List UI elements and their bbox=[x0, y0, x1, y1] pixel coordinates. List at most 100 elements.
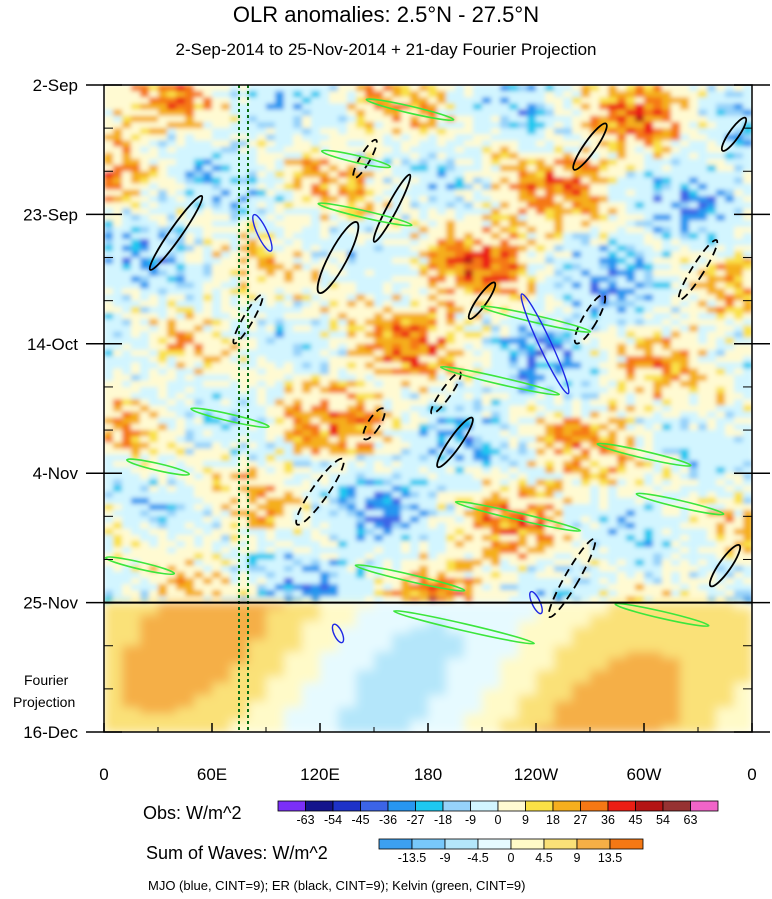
obs-cell bbox=[176, 368, 186, 376]
obs-cell bbox=[707, 226, 717, 234]
obs-cell bbox=[419, 257, 429, 265]
obs-cell bbox=[500, 152, 510, 160]
obs-cell bbox=[599, 103, 609, 111]
obs-cell bbox=[473, 276, 483, 283]
obs-cell bbox=[311, 103, 321, 111]
obs-cell bbox=[617, 423, 627, 431]
obs-cell bbox=[284, 165, 294, 173]
obs-cell bbox=[266, 405, 276, 413]
obs-cell bbox=[221, 171, 231, 179]
obs-cell bbox=[320, 300, 330, 308]
obs-cell bbox=[482, 504, 492, 511]
obs-cell bbox=[545, 460, 555, 468]
obs-cell bbox=[671, 467, 681, 474]
obs-cell bbox=[572, 491, 582, 499]
obs-cell bbox=[185, 312, 195, 320]
obs-cell bbox=[509, 171, 519, 179]
obs-cell bbox=[428, 442, 438, 450]
obs-cell bbox=[347, 343, 357, 351]
obs-cell bbox=[113, 374, 123, 382]
obs-cell bbox=[113, 195, 123, 203]
obs-cell bbox=[302, 257, 312, 265]
obs-cell bbox=[311, 146, 321, 154]
obs-cell bbox=[491, 134, 501, 142]
obs-cell bbox=[293, 171, 303, 179]
obs-cell bbox=[653, 430, 663, 438]
obs-cell bbox=[419, 134, 429, 142]
obs-cell bbox=[122, 436, 132, 444]
obs-cell bbox=[338, 121, 348, 129]
obs-cell bbox=[176, 312, 186, 320]
obs-cell bbox=[248, 183, 258, 191]
obs-cell bbox=[500, 436, 510, 444]
obs-cell bbox=[338, 356, 348, 364]
obs-cell bbox=[167, 306, 177, 314]
obs-cell bbox=[725, 399, 735, 407]
obs-cell bbox=[176, 276, 186, 283]
obs-cell bbox=[320, 109, 330, 117]
obs-cell bbox=[626, 343, 636, 351]
obs-cell bbox=[680, 282, 690, 290]
obs-cell bbox=[338, 337, 348, 345]
obs-cell bbox=[401, 220, 411, 228]
obs-cell bbox=[419, 128, 429, 136]
obs-cell bbox=[707, 454, 717, 462]
obs-cell bbox=[230, 103, 240, 111]
obs-cell bbox=[500, 504, 510, 511]
obs-cell bbox=[185, 276, 195, 283]
obs-cell bbox=[725, 337, 735, 345]
obs-cell bbox=[185, 189, 195, 197]
obs-cell bbox=[698, 294, 708, 302]
obs-cell bbox=[140, 319, 150, 327]
obs-cell bbox=[743, 331, 752, 339]
obs-cell bbox=[410, 183, 420, 191]
obs-cell bbox=[554, 128, 564, 136]
obs-cell bbox=[356, 504, 366, 511]
obs-cell bbox=[698, 239, 708, 247]
obs-cell bbox=[518, 485, 528, 493]
obs-cell bbox=[671, 177, 681, 185]
obs-cell bbox=[698, 257, 708, 265]
obs-cell bbox=[725, 183, 735, 191]
obs-cell bbox=[716, 103, 726, 111]
obs-cell bbox=[725, 177, 735, 185]
obs-cell bbox=[122, 423, 132, 431]
obs-cell bbox=[338, 306, 348, 314]
obs-cell bbox=[500, 294, 510, 302]
obs-cell bbox=[518, 325, 528, 333]
obs-cell bbox=[275, 497, 285, 505]
obs-cell bbox=[338, 282, 348, 290]
obs-cell bbox=[536, 282, 546, 290]
obs-cell bbox=[482, 417, 492, 425]
obs-cell bbox=[248, 257, 258, 265]
obs-cell bbox=[293, 245, 303, 253]
obs-cell bbox=[698, 454, 708, 462]
obs-cell bbox=[455, 140, 465, 148]
obs-cell bbox=[689, 177, 699, 185]
obs-cell bbox=[221, 103, 231, 111]
obs-cell bbox=[572, 269, 582, 277]
obs-cell bbox=[527, 140, 537, 148]
obs-cell bbox=[617, 356, 627, 364]
obs-cell bbox=[572, 183, 582, 191]
obs-cell bbox=[176, 386, 186, 394]
obs-cell bbox=[536, 306, 546, 314]
obs-cell bbox=[419, 208, 429, 216]
obs-cell bbox=[716, 368, 726, 376]
obs-cell bbox=[572, 115, 582, 123]
obs-cell bbox=[590, 393, 600, 401]
obs-cell bbox=[122, 362, 132, 370]
obs-cell bbox=[275, 343, 285, 351]
obs-cell bbox=[140, 208, 150, 216]
obs-cell bbox=[410, 245, 420, 253]
obs-cell bbox=[311, 294, 321, 302]
obs-cell bbox=[581, 208, 591, 216]
obs-cell bbox=[662, 380, 672, 388]
obs-cell bbox=[338, 436, 348, 444]
obs-cell bbox=[275, 232, 285, 240]
obs-cell bbox=[581, 269, 591, 277]
obs-cell bbox=[167, 473, 177, 481]
obs-cell bbox=[743, 467, 752, 474]
obs-cell bbox=[491, 232, 501, 240]
obs-cell bbox=[635, 417, 645, 425]
